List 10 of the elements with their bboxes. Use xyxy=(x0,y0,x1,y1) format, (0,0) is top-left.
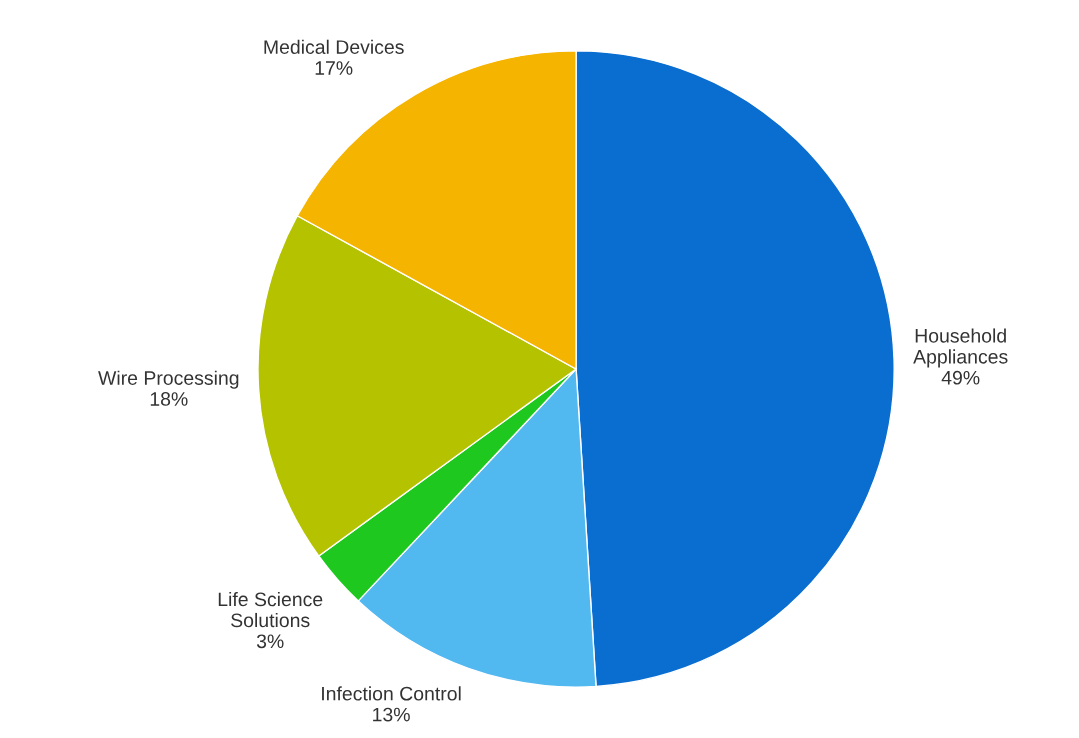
data-label: 49% xyxy=(941,370,980,385)
slice-label: Life Science Solutions xyxy=(218,591,323,628)
slice-label: Medical Devices xyxy=(264,39,404,54)
data-label: 13% xyxy=(373,707,410,722)
data-label: 18% xyxy=(150,392,188,406)
slice-label: Infection Control xyxy=(322,686,461,701)
slice-label: Wire Processing xyxy=(98,370,239,389)
data-label: 17% xyxy=(315,61,353,75)
data-label: 3% xyxy=(256,634,284,649)
slice-label: Household Appliances xyxy=(913,328,1008,368)
